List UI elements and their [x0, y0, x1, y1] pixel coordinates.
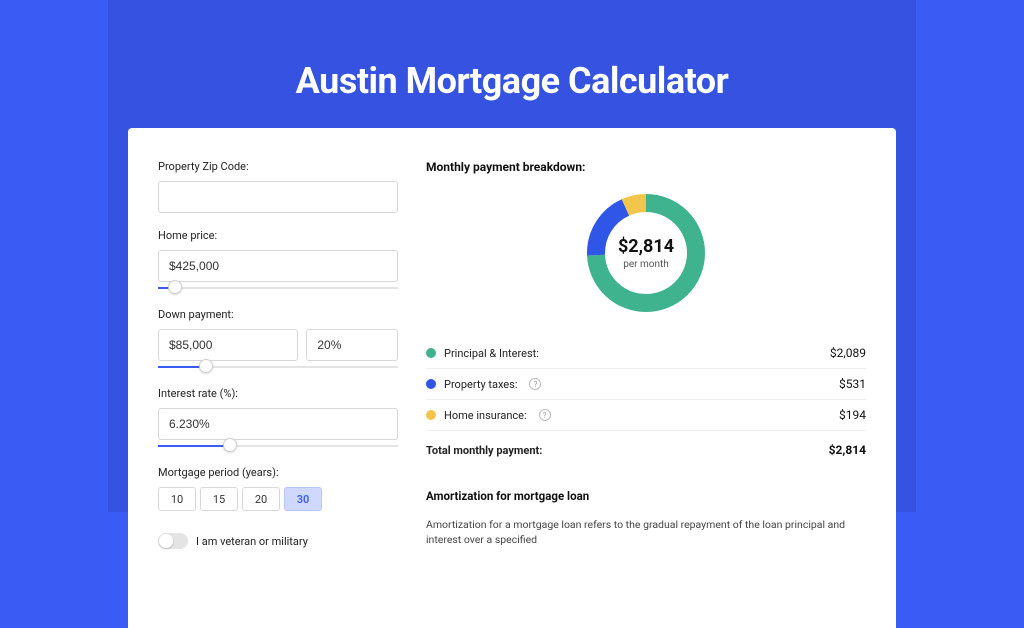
down-payment-percent-input[interactable]	[306, 329, 398, 361]
legend-value: $194	[839, 408, 866, 422]
total-label: Total monthly payment:	[426, 444, 542, 457]
legend-dot	[426, 379, 436, 389]
total-value: $2,814	[829, 443, 866, 457]
zip-field-block: Property Zip Code:	[158, 160, 398, 213]
legend-dot	[426, 410, 436, 420]
donut-sublabel: per month	[623, 259, 669, 270]
period-option-30[interactable]: 30	[284, 487, 322, 511]
interest-label: Interest rate (%):	[158, 387, 398, 400]
down-payment-slider[interactable]	[158, 363, 398, 371]
interest-field-block: Interest rate (%):	[158, 387, 398, 450]
legend-row: Principal & Interest: $2,089	[426, 338, 866, 369]
amortization-title: Amortization for mortgage loan	[426, 489, 866, 503]
home-price-label: Home price:	[158, 229, 398, 242]
info-icon[interactable]: ?	[529, 378, 541, 390]
down-payment-amount-input[interactable]	[158, 329, 298, 361]
donut-value: $2,814	[618, 236, 674, 257]
period-option-15[interactable]: 15	[200, 487, 238, 511]
legend-value: $531	[839, 377, 866, 391]
home-price-input[interactable]	[158, 250, 398, 282]
page-title: Austin Mortgage Calculator	[0, 60, 1024, 102]
legend-value: $2,089	[830, 346, 866, 360]
period-option-10[interactable]: 10	[158, 487, 196, 511]
donut-center: $2,814 per month	[581, 188, 711, 318]
inputs-column: Property Zip Code: Home price: Down paym…	[158, 160, 398, 628]
total-row: Total monthly payment: $2,814	[426, 431, 866, 465]
slider-thumb[interactable]	[223, 438, 237, 452]
legend-dot	[426, 348, 436, 358]
home-price-slider[interactable]	[158, 284, 398, 292]
legend: Principal & Interest: $2,089 Property taxe…	[426, 338, 866, 431]
info-icon[interactable]: ?	[539, 409, 551, 421]
veteran-toggle-row: I am veteran or military	[158, 533, 398, 549]
veteran-toggle[interactable]	[158, 533, 188, 549]
legend-row: Property taxes:? $531	[426, 369, 866, 400]
period-options: 10152030	[158, 487, 398, 511]
legend-label: Property taxes:	[444, 378, 517, 391]
slider-thumb[interactable]	[199, 359, 213, 373]
legend-label: Principal & Interest:	[444, 347, 539, 360]
calculator-card: Property Zip Code: Home price: Down paym…	[128, 128, 896, 628]
breakdown-title: Monthly payment breakdown:	[426, 160, 866, 174]
legend-row: Home insurance:? $194	[426, 400, 866, 431]
zip-label: Property Zip Code:	[158, 160, 398, 173]
toggle-knob	[159, 534, 173, 548]
interest-slider[interactable]	[158, 442, 398, 450]
home-price-field-block: Home price:	[158, 229, 398, 292]
donut-chart: $2,814 per month	[426, 188, 866, 318]
period-option-20[interactable]: 20	[242, 487, 280, 511]
period-label: Mortgage period (years):	[158, 466, 398, 479]
breakdown-column: Monthly payment breakdown: $2,814 per mo…	[426, 160, 866, 628]
zip-input[interactable]	[158, 181, 398, 213]
legend-label: Home insurance:	[444, 409, 527, 422]
interest-input[interactable]	[158, 408, 398, 440]
slider-thumb[interactable]	[168, 280, 182, 294]
down-payment-label: Down payment:	[158, 308, 398, 321]
down-payment-field-block: Down payment:	[158, 308, 398, 371]
amortization-section: Amortization for mortgage loan Amortizat…	[426, 489, 866, 547]
period-field-block: Mortgage period (years): 10152030	[158, 466, 398, 511]
amortization-text: Amortization for a mortgage loan refers …	[426, 517, 866, 547]
veteran-label: I am veteran or military	[196, 535, 308, 548]
